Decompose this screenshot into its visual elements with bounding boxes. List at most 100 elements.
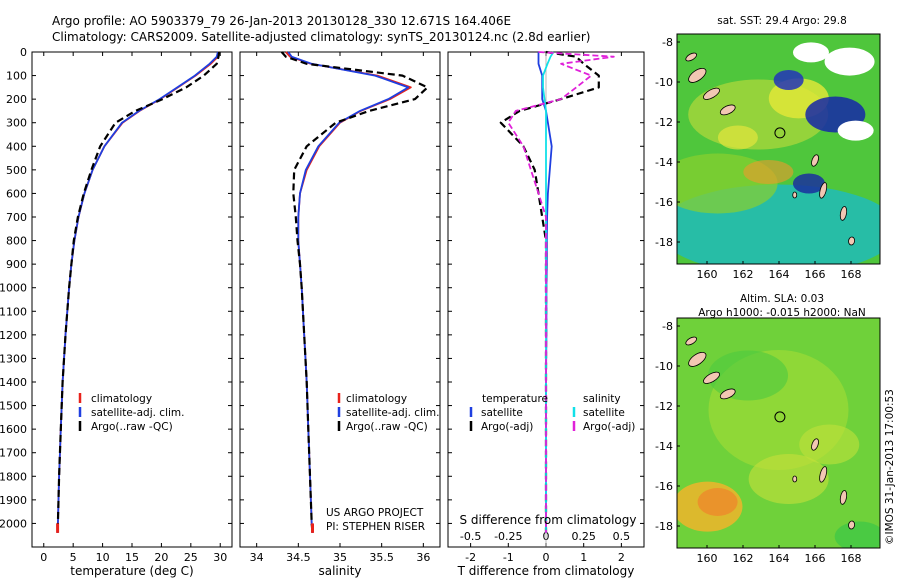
legend-t-argo: Argo(-adj) [481,421,533,433]
legend-s-satellite: satellite [583,407,625,419]
map-y-tick-label: -14 [655,440,673,453]
series-line-satellite-adj-clim- [56,51,219,533]
map-x-tick-label: 160 [697,268,718,281]
map-anomaly [799,424,860,465]
island-shape [719,104,736,116]
argo-location-marker [774,127,786,139]
map-x-tick-label: 166 [805,552,826,565]
series-line-argo-raw-qc- [56,51,221,533]
depth-tick-label: 1700 [0,447,27,460]
depth-tick-label: 600 [6,187,27,200]
series-line-climatology [56,51,220,533]
island-shape [719,388,736,400]
pi-credit: PI: STEPHEN RISER [326,521,425,533]
depth-tick-label: 1600 [0,423,27,436]
depth-tick-label: 1500 [0,400,27,413]
depth-tick-label: 200 [6,93,27,106]
temperature-legend: climatology satellite-adj. clim. Argo(..… [78,393,184,433]
legend-satellite-adj: satellite-adj. clim. [91,407,184,419]
island-shape [792,475,798,483]
legend-salinity-heading: salinity [583,393,621,405]
map-x-tick-label: 162 [733,552,754,565]
depth-tick-label: 1300 [0,352,27,365]
map-anomaly [743,160,794,184]
legend-t-satellite: satellite [481,407,523,419]
x-tick-label: 35 [333,551,347,564]
island-shape [839,206,848,221]
x-tick-label: 34.5 [286,551,311,564]
depth-tick-label: 0 [20,46,27,59]
figure-title-line1: Argo profile: AO 5903379_79 26-Jan-2013 … [52,14,511,28]
island-shape [839,490,848,505]
salinity-legend: climatology satellite-adj. clim. Argo(..… [337,393,439,433]
t-difference-xlabel: T difference from climatology [457,564,635,578]
legend-argo-raw: Argo(..raw -QC) [346,421,428,433]
figure-title-line2: Climatology: CARS2009. Satellite-adjuste… [52,30,590,44]
map-y-tick-label: -10 [655,76,673,89]
map-y-tick-label: -8 [662,36,673,49]
map-anomaly [773,70,804,90]
map-anomaly [708,350,789,401]
sla-map: 160 162 164 166 168 -8 -10 -12 -14 -16 -18 [655,317,881,565]
island-shape [811,438,819,451]
x-tick-label: -1 [503,551,514,564]
legend-climatology: climatology [346,393,407,405]
difference-plot: -2 -1 0 1 2-0.5 -0.25 0 0.25 0.5 [460,50,630,564]
temperature-panel-frame [31,51,233,548]
map-y-tick-label: -12 [655,116,673,129]
temperature-plot: 0 5 10 15 20 25 30 [40,51,227,564]
map-anomaly [697,488,738,516]
depth-tick-label: 100 [6,70,27,83]
x-tick-label: 0 [40,551,47,564]
salinity-panel-frame [239,51,441,548]
map-x-tick-label: 160 [697,552,718,565]
sst-map: 160 162 164 166 168 -8 -10 -12 -14 -16 -18 [655,33,881,281]
legend-argo-raw: Argo(..raw -QC) [91,421,173,433]
depth-tick-label: 1100 [0,305,27,318]
imos-credit: ©IMOS 31-Jan-2013 17:00:53 [884,389,896,545]
depth-tick-label: 700 [6,211,27,224]
island-shape [685,52,698,62]
sla-map-title1: Altim. SLA: 0.03 [740,293,824,305]
x-tick-label: 35.5 [369,551,394,564]
map-anomaly [792,173,825,194]
map-anomaly [834,521,880,548]
island-shape [688,67,707,83]
series-line-temperature-argo-adj- [499,50,600,533]
series-line-climatology [285,51,412,533]
salinity-plot: 34 34.5 35 35.5 36 [250,51,430,564]
sst-map-title: sat. SST: 29.4 Argo: 29.8 [717,15,847,27]
difference-legend: temperature satellite Argo(-adj) salinit… [469,393,635,433]
island-shape [685,336,698,346]
depth-tick-label: 2000 [0,517,27,530]
map-y-tick-label: -10 [655,360,673,373]
island-shape [819,182,828,199]
map-x-tick-label: 162 [733,268,754,281]
s-tick-label: -0.25 [494,530,522,543]
map-anomaly [792,42,829,63]
map-anomaly [824,47,875,76]
legend-satellite-adj: satellite-adj. clim. [346,407,439,419]
island-shape [703,87,720,100]
s-tick-label: 0.25 [571,530,596,543]
x-tick-label: 25 [184,551,198,564]
depth-tick-label: 400 [6,140,27,153]
legend-temperature-heading: temperature [482,393,548,405]
map-anomaly [748,454,829,504]
depth-tick-label: 1400 [0,376,27,389]
x-tick-label: 2 [618,551,625,564]
x-tick-label: 20 [154,551,168,564]
map-y-tick-label: -14 [655,156,673,169]
map-field [677,34,880,264]
island-shape [688,351,707,367]
map-y-tick-label: -16 [655,196,673,209]
map-x-tick-label: 164 [769,552,790,565]
depth-tick-label: 1800 [0,470,27,483]
x-tick-label: 5 [70,551,77,564]
x-tick-label: 36 [416,551,430,564]
map-y-tick-label: -18 [655,520,673,533]
map-y-tick-label: -18 [655,236,673,249]
depth-axis: 0 100 200 300 400 500 600 700 800 900 1000 1100 1200… [0,46,644,530]
x-tick-label: 1 [580,551,587,564]
